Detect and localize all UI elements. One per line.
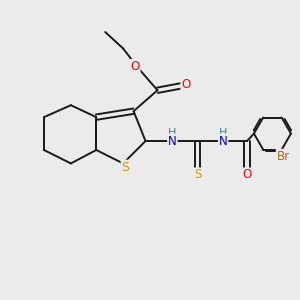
Text: O: O <box>181 78 190 91</box>
Text: O: O <box>242 168 252 181</box>
Text: H: H <box>168 128 177 138</box>
Text: Br: Br <box>277 150 290 163</box>
Text: S: S <box>122 160 130 173</box>
Text: O: O <box>130 60 140 73</box>
Text: H: H <box>219 128 227 138</box>
Text: S: S <box>194 168 202 181</box>
Text: N: N <box>219 134 227 148</box>
Text: N: N <box>168 134 177 148</box>
